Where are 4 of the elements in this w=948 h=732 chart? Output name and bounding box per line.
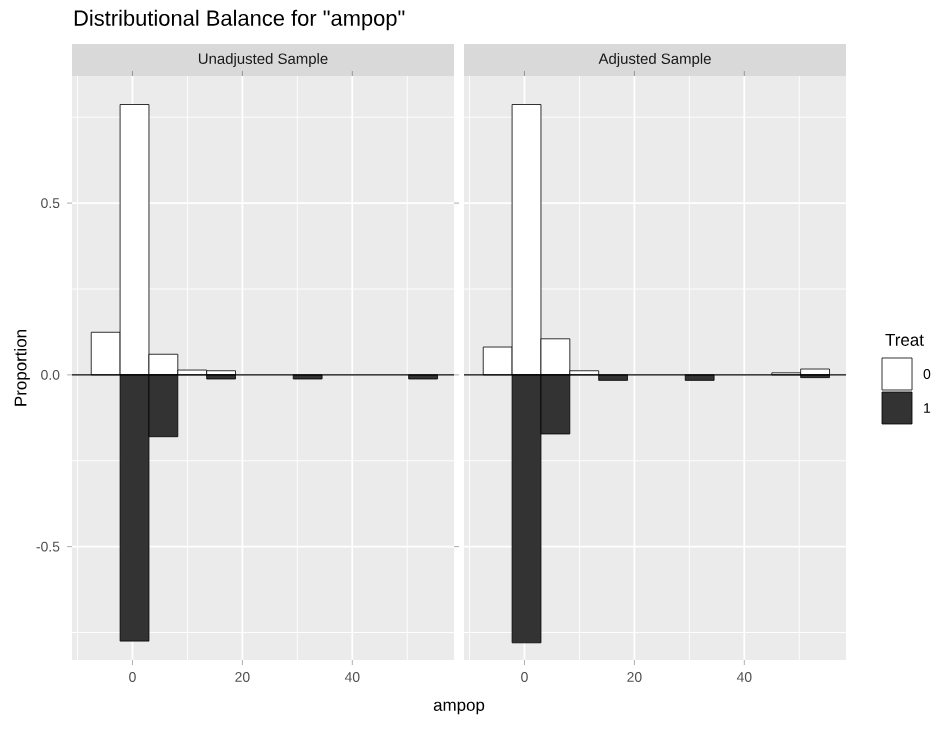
y-axis-title: Proportion	[14, 330, 30, 406]
legend-title: Treat	[885, 334, 924, 346]
chart-title: Distributional Balance for "ampop"	[74, 9, 405, 31]
x-axis-title: ampop	[433, 701, 485, 715]
